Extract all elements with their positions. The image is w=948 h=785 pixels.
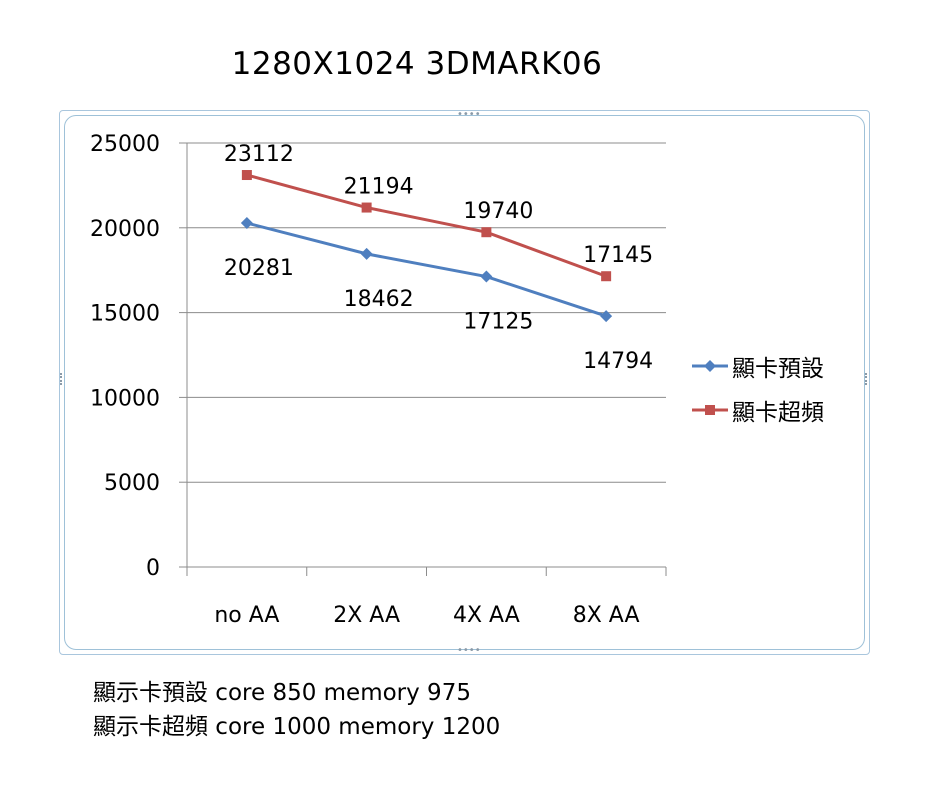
- y-tick-label: 20000: [90, 217, 160, 242]
- chart-frame[interactable]: •••• ••••: [59, 109, 870, 656]
- series-lines: [240, 170, 613, 323]
- series-line-1: [246, 173, 607, 278]
- data-label: 17125: [463, 310, 533, 335]
- legend-item-default[interactable]: 顯卡預設: [692, 344, 824, 388]
- resize-handle-left[interactable]: [60, 373, 65, 385]
- x-tick-label: no AA: [214, 603, 279, 628]
- spec-note-default: 顯示卡預設 core 850 memory 975: [93, 680, 471, 706]
- data-point[interactable]: [601, 271, 612, 282]
- y-tick-labels: 0 5000 10000 15000 20000 25000: [90, 132, 160, 581]
- data-point[interactable]: [600, 310, 613, 323]
- data-point[interactable]: [361, 202, 372, 213]
- data-point[interactable]: [360, 247, 373, 260]
- spec-note-overclock: 顯示卡超頻 core 1000 memory 1200: [93, 714, 501, 740]
- x-tick-label: 8X AA: [573, 603, 640, 628]
- resize-handle-top[interactable]: ••••: [457, 109, 481, 120]
- y-tick-label: 25000: [90, 132, 160, 157]
- data-point[interactable]: [481, 227, 492, 238]
- data-label: 19740: [463, 199, 533, 224]
- data-label: 18462: [344, 287, 414, 312]
- spec-notes: 顯示卡預設 core 850 memory 975 顯示卡超頻 core 100…: [93, 676, 500, 744]
- legend-marker-diamond-icon: [692, 360, 728, 372]
- resize-handle-bottom[interactable]: ••••: [457, 645, 481, 656]
- chart-title: 1280X1024 3DMARK06: [231, 46, 603, 82]
- data-point[interactable]: [480, 270, 493, 283]
- x-tick-labels: no AA 2X AA 4X AA 8X AA: [214, 603, 639, 628]
- data-label: 21194: [344, 175, 414, 200]
- axes: [179, 142, 667, 576]
- y-tick-label: 15000: [90, 302, 160, 327]
- legend-marker-square-icon: [692, 405, 728, 415]
- data-point[interactable]: [241, 170, 252, 181]
- x-tick-label: 4X AA: [453, 603, 520, 628]
- x-tick-label: 2X AA: [333, 603, 400, 628]
- resize-handle-right[interactable]: [865, 373, 870, 385]
- y-tick-label: 5000: [104, 471, 160, 496]
- chart-inner-border: [64, 115, 865, 650]
- series-line-0: [246, 221, 607, 318]
- legend-label-default: 顯卡預設: [732, 356, 824, 382]
- data-label: 20281: [224, 256, 294, 281]
- y-tick-label: 0: [146, 556, 160, 581]
- data-label: 23112: [224, 142, 294, 167]
- data-label: 17145: [583, 243, 653, 268]
- legend-item-overclock[interactable]: 顯卡超頻: [692, 388, 824, 432]
- legend-label-overclock: 顯卡超頻: [732, 400, 824, 426]
- data-point[interactable]: [240, 217, 253, 230]
- data-label: 14794: [583, 349, 653, 374]
- y-tick-label: 10000: [90, 386, 160, 411]
- data-labels: 20281 18462 17125 14794 23112 21194 19740 17145: [224, 142, 653, 374]
- legend: 顯卡預設 顯卡超頻: [692, 344, 824, 432]
